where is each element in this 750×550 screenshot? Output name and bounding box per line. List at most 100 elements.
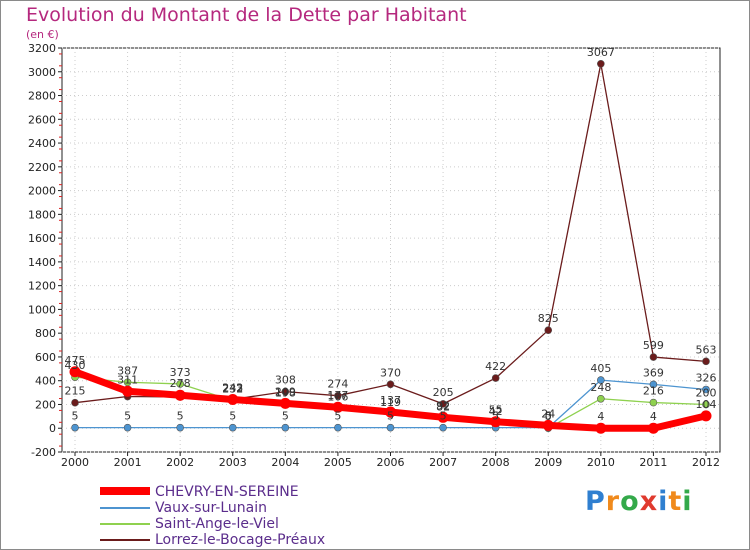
data-label: 205 [433,386,454,399]
proxiti-logo: Proxiti [585,486,693,517]
y-tick-label: 2400 [28,137,56,150]
data-label: 104 [696,398,717,411]
data-point [491,374,500,382]
legend-swatch [100,523,150,525]
x-tick-label: 2003 [219,456,247,469]
data-point [649,353,658,361]
data-point [386,423,395,432]
data-point [123,423,132,432]
data-point [597,394,605,403]
data-point [542,419,554,431]
y-tick-label: 1000 [28,303,56,316]
data-point [281,387,290,396]
data-point [649,398,658,407]
y-tick-label: 600 [35,351,56,364]
legend-label: Saint-Ange-le-Viel [155,516,279,532]
data-point [122,385,134,397]
data-point [647,422,659,434]
data-point [334,423,342,432]
data-label: 55 [489,404,503,417]
data-label: 0 [545,410,552,423]
x-tick-label: 2001 [114,456,142,469]
data-label: 242 [222,381,243,394]
data-label: 825 [538,312,559,325]
chart-title: Evolution du Montant de la Dette par Hab… [26,4,467,26]
data-point [279,397,291,409]
data-label: 24 [541,407,555,420]
y-tick-label: 200 [35,398,56,411]
data-label: 5 [492,410,499,423]
unit-label: (en €) [26,28,59,41]
data-label: 5 [282,410,289,423]
y-tick-label: 2200 [28,161,56,174]
data-point [71,423,79,432]
x-tick-label: 2000 [61,456,89,469]
x-tick-label: 2005 [324,456,352,469]
x-tick-label: 2010 [587,456,615,469]
data-label: 274 [327,378,348,391]
data-label: 248 [590,381,611,394]
x-tick-label: 2007 [429,456,457,469]
y-tick-label: 1600 [28,232,56,245]
data-label: 5 [545,410,552,423]
data-label: 198 [275,387,296,400]
data-point [69,366,81,378]
x-tick-label: 2008 [482,456,510,469]
data-label: 311 [117,373,138,386]
data-label: 5 [387,410,394,423]
data-point [595,422,607,434]
y-tick-label: 2000 [28,185,56,198]
data-point [700,410,712,422]
data-point [439,400,447,408]
data-label: 405 [590,362,611,375]
data-point [176,380,184,388]
data-label: 5 [334,410,341,423]
data-label: 232 [222,383,243,396]
data-label: 177 [327,389,348,402]
data-label: 215 [65,385,86,398]
data-label: 5 [440,410,447,423]
legend-swatch [100,507,150,509]
data-label: 387 [117,364,138,377]
y-tick-label: 800 [35,327,56,340]
data-point [281,423,290,432]
data-point [597,60,605,68]
legend-label: CHEVRY-EN-SEREINE [155,484,299,500]
data-point [386,380,395,389]
data-point [544,326,553,335]
x-tick-label: 2002 [166,456,194,469]
data-label: 216 [643,385,664,398]
data-label: 5 [177,410,184,423]
data-point [332,401,344,413]
legend-swatch [100,539,150,541]
data-label: 92 [436,399,450,412]
data-point [228,423,237,432]
data-label: 5 [229,410,236,423]
data-label: 166 [327,391,348,404]
data-point [176,423,184,432]
y-tick-label: 3200 [28,42,56,55]
data-point [649,380,658,389]
y-tick-label: 0 [49,422,56,435]
x-tick-label: 2006 [377,456,405,469]
data-label: 5 [72,410,79,423]
data-label: 3067 [587,46,615,59]
data-label: 373 [170,366,191,379]
x-tick-label: 2009 [534,456,562,469]
data-point [227,393,239,405]
data-label: 370 [380,366,401,379]
data-point [123,378,132,387]
data-label: 200 [696,386,717,399]
data-point [490,416,502,428]
data-label: 563 [696,343,717,356]
data-label: 119 [380,396,401,409]
data-point [439,423,447,432]
legend-label: Lorrez-le-Bocage-Préaux [155,532,326,548]
data-label: 422 [485,360,506,373]
data-point [71,398,79,407]
data-label: 475 [65,354,86,367]
data-point [702,385,710,394]
data-label: 326 [696,371,717,384]
y-tick-label: 3000 [28,66,56,79]
